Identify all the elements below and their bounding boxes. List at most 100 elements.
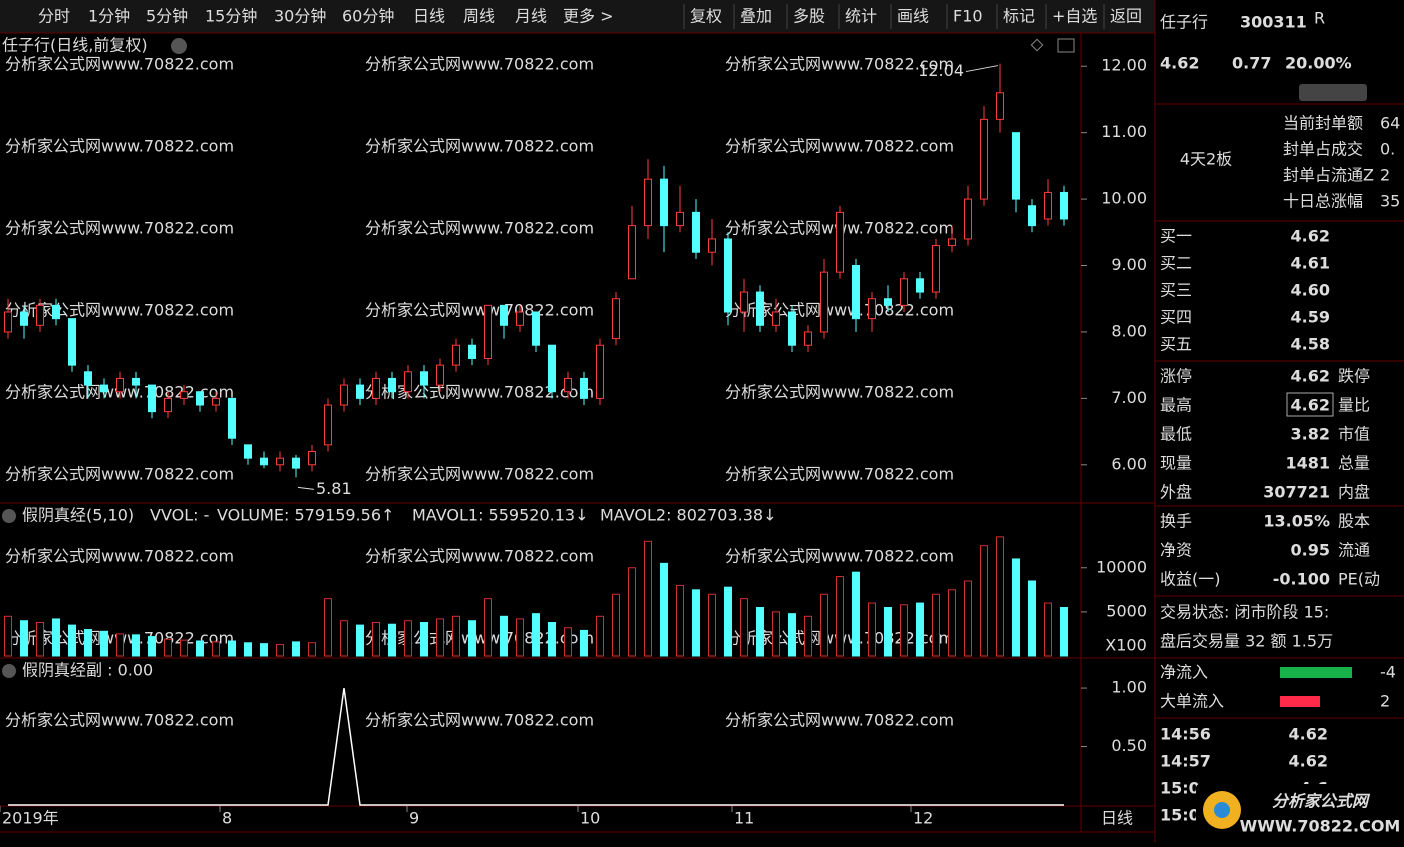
watermark: 分析家公式网www.70822.com <box>5 219 234 238</box>
indicator-value: VVOL: - <box>150 506 209 525</box>
candle-body <box>756 291 764 326</box>
watermark: 分析家公式网www.70822.com <box>5 137 234 156</box>
toolbar-button[interactable]: +自选 <box>1052 7 1097 26</box>
watermark: 分析家公式网www.70822.com <box>725 711 954 730</box>
volume-bar <box>964 580 972 657</box>
toolbar-button[interactable]: 叠加 <box>740 7 772 26</box>
y-tick-label: 10000 <box>1096 557 1147 576</box>
candle-body <box>196 391 204 406</box>
stat-value: 4.62 <box>1291 367 1330 386</box>
volume-bar <box>644 540 652 657</box>
toolbar-tab[interactable]: 1分钟 <box>88 7 130 26</box>
seal-label: 十日总涨幅 <box>1283 192 1363 211</box>
candle-body <box>500 304 508 326</box>
candle-body <box>228 397 236 439</box>
stock-name: 任子行 <box>1160 13 1208 32</box>
toolbar-tab[interactable]: 周线 <box>463 7 495 26</box>
candle-body <box>900 278 908 306</box>
seal-label: 当前封单额 <box>1283 114 1363 133</box>
toolbar-tab[interactable]: 月线 <box>515 7 547 26</box>
toolbar-tab[interactable]: 15分钟 <box>205 7 257 26</box>
stat-value: 3.82 <box>1291 425 1330 444</box>
toolbar-tab[interactable]: 60分钟 <box>342 7 394 26</box>
stock-code: 300311 <box>1240 13 1307 32</box>
volume-bar <box>804 615 812 657</box>
toolbar-button[interactable]: 统计 <box>845 7 877 26</box>
watermark: 分析家公式网www.70822.com <box>365 55 594 74</box>
toolbar-tab[interactable]: 30分钟 <box>274 7 326 26</box>
candle-body <box>916 278 924 293</box>
annotation: 5.81 <box>316 479 352 498</box>
volume-bar <box>68 624 76 657</box>
candle-body <box>132 377 140 386</box>
watermark: 分析家公式网www.70822.com <box>365 383 594 402</box>
trade-price: 4.62 <box>1289 725 1328 744</box>
toolbar <box>0 0 1155 33</box>
candle-body <box>644 178 652 227</box>
watermark: 分析家公式网www.70822.com <box>5 711 234 730</box>
volume-bar <box>436 618 444 657</box>
menu-icon[interactable] <box>171 38 187 54</box>
diamond-icon[interactable] <box>1030 38 1044 52</box>
toolbar-tab[interactable]: 日线 <box>413 7 445 26</box>
candle-body <box>36 304 44 326</box>
bid-price: 4.61 <box>1291 254 1330 273</box>
stat-value: 13.05% <box>1263 512 1330 531</box>
watermark: 分析家公式网www.70822.com <box>725 137 954 156</box>
candle-body <box>164 397 172 413</box>
volume-bar <box>772 611 780 657</box>
stat-label: 市值 <box>1338 425 1370 444</box>
y-tick-label: 10.00 <box>1101 189 1147 208</box>
board-count: 4天2板 <box>1180 150 1232 169</box>
candle-body <box>100 384 108 393</box>
toggle-icon[interactable] <box>1057 38 1075 53</box>
candle-body <box>596 344 604 399</box>
annotation-arrow <box>297 486 315 490</box>
candle-body <box>724 238 732 313</box>
toolbar-button[interactable]: 标记 <box>1003 7 1035 26</box>
seal-value: 64 <box>1380 114 1400 133</box>
toolbar-button[interactable]: 画线 <box>897 7 929 26</box>
candle-body <box>868 298 876 320</box>
unit-label: X100 <box>1105 636 1147 655</box>
stat-value: -0.100 <box>1273 570 1330 589</box>
seal-value: 0. <box>1380 140 1395 159</box>
volume-bar <box>916 602 924 657</box>
stat-label: 内盘 <box>1338 483 1370 502</box>
toolbar-tab[interactable]: 更多 > <box>563 7 614 26</box>
candle-body <box>820 271 828 333</box>
candle-body <box>4 311 12 333</box>
menu-icon[interactable] <box>2 509 16 523</box>
volume-bar <box>612 593 620 657</box>
collapse-button[interactable] <box>1299 84 1367 101</box>
flow-value: -4 <box>1380 663 1396 682</box>
candle-body <box>468 344 476 360</box>
toolbar-button[interactable]: 复权 <box>690 7 722 26</box>
toolbar-tab[interactable]: 分时 <box>38 7 70 26</box>
toolbar-button[interactable]: 多股 <box>793 7 825 26</box>
volume-bar <box>420 621 428 657</box>
x-tick-label: 12 <box>913 809 933 828</box>
stat-value: 307721 <box>1263 483 1330 502</box>
period-label: 日线 <box>1101 809 1133 828</box>
bid-label: 买一 <box>1160 227 1192 246</box>
stat-value: 1481 <box>1285 454 1330 473</box>
volume-bar <box>132 634 140 657</box>
stat-label: 最高 <box>1160 396 1192 415</box>
stat-label: 现量 <box>1160 454 1192 473</box>
indicator-name: 假阴真经副 : 0.00 <box>22 661 153 680</box>
candle-body <box>788 311 796 346</box>
flow-bar <box>1280 696 1320 707</box>
toolbar-button[interactable]: 返回 <box>1110 7 1142 26</box>
toolbar-button[interactable]: F10 <box>953 7 983 26</box>
candle-body <box>1044 191 1052 220</box>
menu-icon[interactable] <box>2 664 16 678</box>
volume-bar <box>452 615 460 657</box>
candle-body <box>804 331 812 346</box>
watermark: 分析家公式网www.70822.com <box>725 55 954 74</box>
volume-bar <box>212 641 220 657</box>
toolbar-tab[interactable]: 5分钟 <box>146 7 188 26</box>
volume-bar <box>980 545 988 657</box>
candle-body <box>772 311 780 326</box>
